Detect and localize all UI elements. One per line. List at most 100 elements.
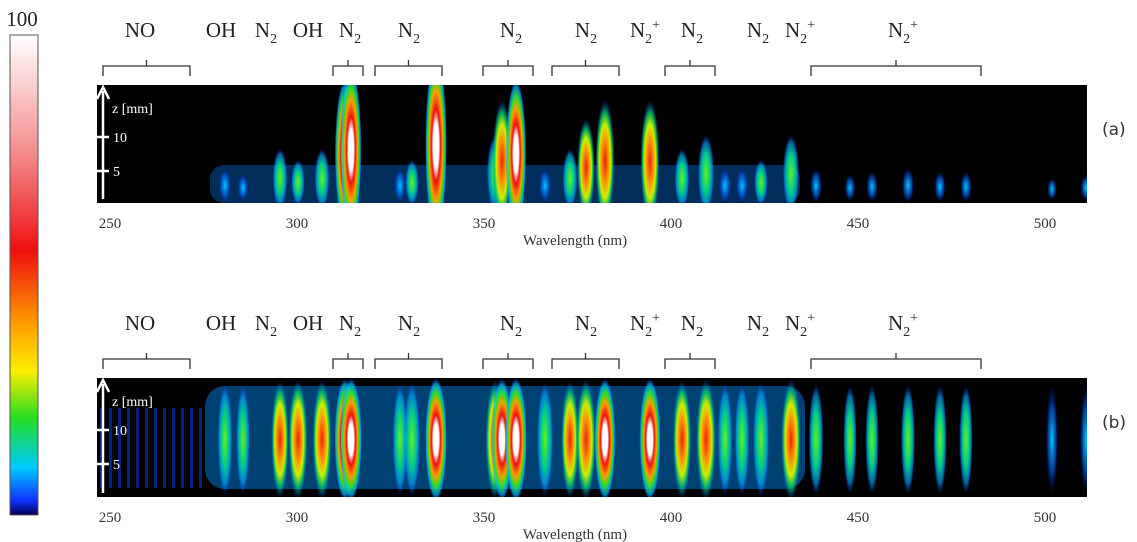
species-label: N2+: [888, 311, 918, 340]
colorbar-max-label: 100: [6, 7, 38, 31]
species-label: N2: [747, 18, 769, 47]
band: [718, 168, 732, 203]
species-label: N2: [339, 18, 361, 47]
band: [735, 168, 749, 203]
faint-band: [118, 408, 121, 488]
species-name: N: [785, 18, 800, 42]
band: [639, 378, 661, 497]
species-name: N: [398, 18, 413, 42]
subscript: 2: [645, 325, 652, 340]
band: [959, 384, 973, 495]
band: [505, 85, 527, 203]
band: [781, 379, 801, 497]
z-arrow: [95, 84, 111, 100]
subscript: 2: [270, 325, 277, 340]
z-axis-title: z [mm]: [112, 102, 153, 117]
faint-band: [100, 408, 103, 488]
species-name: N: [747, 311, 762, 335]
band: [505, 378, 527, 497]
band: [393, 168, 407, 203]
species-label: N2: [575, 18, 597, 47]
faint-band: [190, 408, 193, 488]
band: [752, 382, 770, 497]
species-label: N2+: [785, 18, 815, 47]
subscript: 2: [270, 32, 277, 47]
z-tick-label: 5: [113, 165, 120, 180]
band: [272, 148, 288, 203]
species-label: N2: [398, 18, 420, 47]
band: [866, 171, 878, 202]
faint-band: [181, 408, 184, 488]
x-tick-label: 350: [473, 510, 496, 526]
band: [696, 379, 716, 497]
band: [314, 148, 330, 203]
band: [734, 383, 750, 496]
subscript: 2: [354, 325, 361, 340]
band: [1047, 178, 1057, 200]
bracket: [374, 353, 443, 369]
band: [236, 384, 250, 495]
band: [536, 382, 554, 497]
band: [340, 85, 362, 203]
species-label: OH: [206, 18, 236, 42]
x-tick-label: 500: [1034, 216, 1057, 232]
superscript: +: [910, 311, 918, 326]
bracket: [374, 60, 443, 76]
x-tick-label: 350: [473, 216, 496, 232]
species-name: N: [888, 311, 903, 335]
x-tick-label: 250: [99, 510, 122, 526]
species-name: N: [339, 311, 354, 335]
bracket: [664, 60, 716, 76]
z-tick-label: 10: [113, 424, 127, 439]
x-tick-label: 400: [660, 216, 683, 232]
band: [217, 383, 233, 496]
species-label: NO: [125, 18, 155, 42]
species-label: N2: [575, 311, 597, 340]
band: [844, 174, 856, 201]
faint-band: [154, 408, 157, 488]
superscript: +: [807, 311, 815, 326]
subscript: 2: [354, 32, 361, 47]
band: [717, 383, 733, 496]
band: [843, 384, 857, 495]
faint-band: [127, 408, 130, 488]
bracket: [102, 353, 191, 369]
spectrum-bands: [210, 85, 1087, 203]
superscript: +: [652, 311, 660, 326]
subscript: 2: [903, 32, 910, 47]
faint-band: [136, 408, 139, 488]
faint-band: [163, 408, 166, 488]
band: [576, 379, 596, 497]
band: [562, 148, 578, 203]
z-tick-label: 5: [113, 458, 120, 473]
subscript: 2: [413, 32, 420, 47]
species-name: OH: [293, 18, 323, 42]
subscript: 2: [903, 325, 910, 340]
band: [901, 168, 915, 203]
species-name: NO: [125, 311, 155, 335]
species-name: OH: [206, 18, 236, 42]
band: [754, 159, 768, 203]
species-label: N2+: [785, 311, 815, 340]
species-name: N: [630, 18, 645, 42]
band: [271, 381, 289, 497]
band: [640, 100, 660, 203]
band: [595, 100, 615, 203]
subscript: 2: [590, 32, 597, 47]
x-tick-label: 450: [847, 510, 870, 526]
species-name: N: [500, 18, 515, 42]
species-label: N2+: [630, 311, 660, 340]
species-name: N: [398, 311, 413, 335]
species-name: OH: [293, 311, 323, 335]
panel-label: (a): [1102, 120, 1126, 140]
superscript: +: [652, 18, 660, 33]
z-arrow: [95, 377, 111, 393]
bracket: [551, 353, 620, 369]
species-name: N: [888, 18, 903, 42]
band: [900, 384, 916, 495]
band: [809, 168, 823, 203]
band: [782, 134, 800, 203]
bracket: [810, 353, 982, 369]
species-label: N2: [398, 311, 420, 340]
